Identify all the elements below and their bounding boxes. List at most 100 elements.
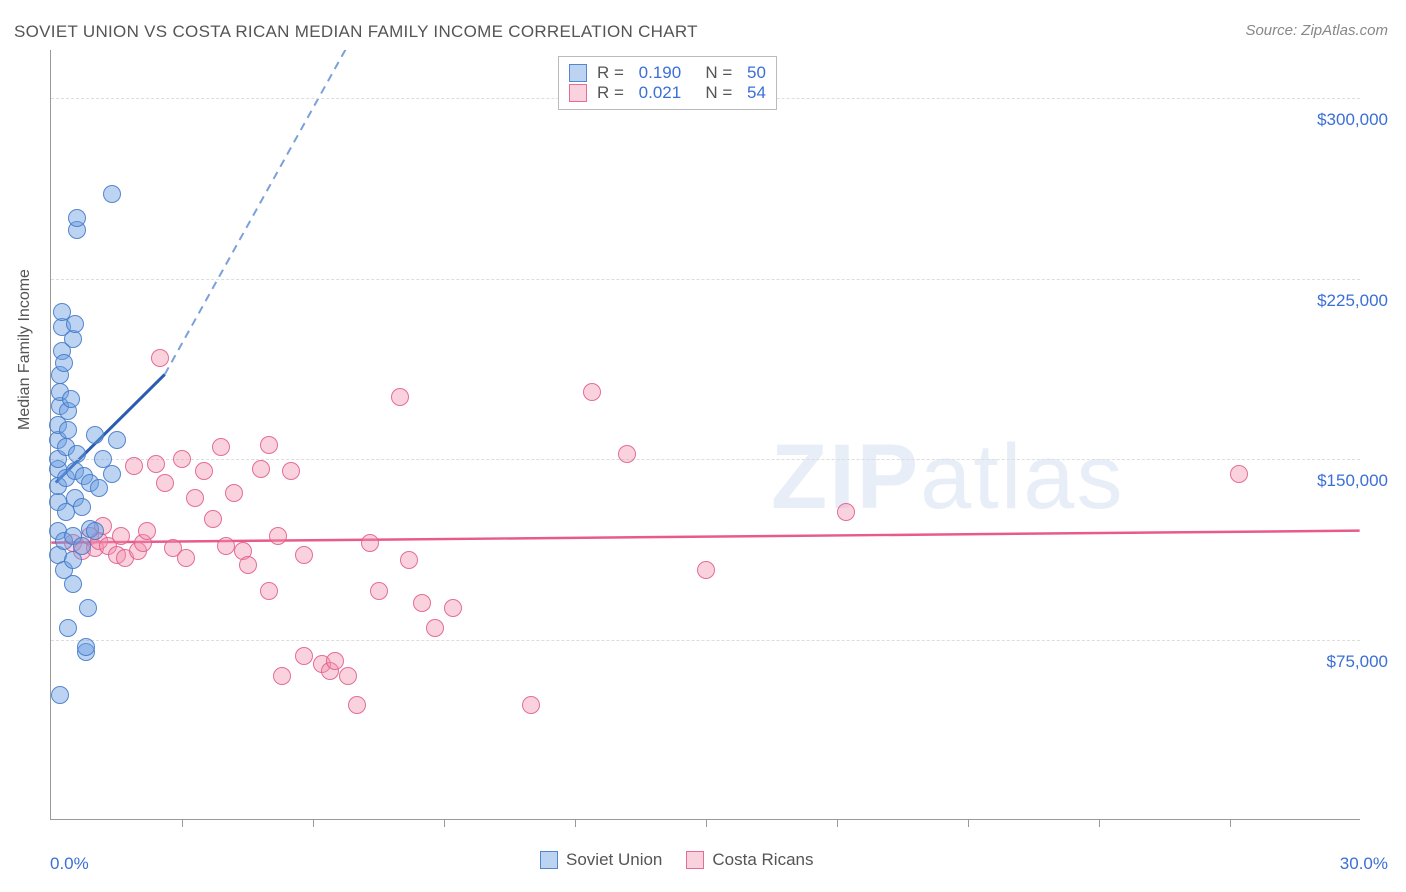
correlation-legend: R = 0.190 N = 50 R = 0.021 N = 54 <box>558 56 777 110</box>
legend-label: Costa Ricans <box>712 850 813 870</box>
data-point-blue <box>55 354 73 372</box>
data-point-pink <box>225 484 243 502</box>
n-value: 50 <box>747 63 766 83</box>
data-point-pink <box>217 537 235 555</box>
data-point-blue <box>51 686 69 704</box>
plot-area: ZIPatlas <box>50 50 1360 820</box>
data-point-pink <box>138 522 156 540</box>
data-point-blue <box>73 498 91 516</box>
watermark: ZIPatlas <box>771 425 1124 530</box>
x-tick <box>968 819 969 827</box>
data-point-blue <box>64 575 82 593</box>
data-point-pink <box>444 599 462 617</box>
chart-container: SOVIET UNION VS COSTA RICAN MEDIAN FAMIL… <box>0 0 1406 892</box>
legend-item-blue: Soviet Union <box>540 850 662 870</box>
data-point-blue <box>90 479 108 497</box>
y-tick-label: $300,000 <box>1317 110 1388 130</box>
data-point-pink <box>370 582 388 600</box>
data-point-pink <box>195 462 213 480</box>
data-point-pink <box>697 561 715 579</box>
x-tick <box>575 819 576 827</box>
data-point-pink <box>186 489 204 507</box>
legend-row-blue: R = 0.190 N = 50 <box>569 63 766 83</box>
data-point-pink <box>618 445 636 463</box>
data-point-pink <box>273 667 291 685</box>
y-tick-label: $75,000 <box>1327 652 1388 672</box>
gridline <box>51 459 1360 460</box>
watermark-atlas: atlas <box>920 426 1124 528</box>
data-point-pink <box>173 450 191 468</box>
data-point-pink <box>583 383 601 401</box>
x-tick <box>1230 819 1231 827</box>
data-point-blue <box>73 537 91 555</box>
swatch-pink-icon <box>569 84 587 102</box>
x-axis-max-label: 30.0% <box>1340 854 1388 874</box>
n-label: N = <box>691 63 737 83</box>
data-point-blue <box>103 465 121 483</box>
data-point-pink <box>269 527 287 545</box>
r-label: R = <box>597 83 629 103</box>
data-point-pink <box>348 696 366 714</box>
data-point-pink <box>426 619 444 637</box>
data-point-pink <box>260 436 278 454</box>
source-attribution: Source: ZipAtlas.com <box>1245 22 1388 39</box>
x-axis-min-label: 0.0% <box>50 854 89 874</box>
x-tick <box>837 819 838 827</box>
data-point-blue <box>86 426 104 444</box>
legend-row-pink: R = 0.021 N = 54 <box>569 83 766 103</box>
n-label: N = <box>691 83 737 103</box>
data-point-pink <box>339 667 357 685</box>
data-point-blue <box>59 619 77 637</box>
data-point-pink <box>239 556 257 574</box>
swatch-pink-icon <box>686 851 704 869</box>
data-point-pink <box>361 534 379 552</box>
data-point-pink <box>837 503 855 521</box>
data-point-pink <box>156 474 174 492</box>
x-tick <box>706 819 707 827</box>
data-point-pink <box>252 460 270 478</box>
x-tick <box>182 819 183 827</box>
data-point-pink <box>400 551 418 569</box>
legend-label: Soviet Union <box>566 850 662 870</box>
y-tick-label: $225,000 <box>1317 291 1388 311</box>
data-point-pink <box>204 510 222 528</box>
r-label: R = <box>597 63 629 83</box>
data-point-pink <box>177 549 195 567</box>
data-point-blue <box>68 209 86 227</box>
data-point-pink <box>147 455 165 473</box>
data-point-blue <box>62 390 80 408</box>
data-point-pink <box>326 652 344 670</box>
data-point-pink <box>522 696 540 714</box>
swatch-blue-icon <box>569 64 587 82</box>
gridline <box>51 640 1360 641</box>
x-tick <box>1099 819 1100 827</box>
data-point-pink <box>295 546 313 564</box>
x-tick <box>444 819 445 827</box>
data-point-pink <box>260 582 278 600</box>
data-point-blue <box>103 185 121 203</box>
x-tick <box>313 819 314 827</box>
data-point-pink <box>112 527 130 545</box>
data-point-pink <box>282 462 300 480</box>
r-value: 0.190 <box>639 63 682 83</box>
legend-item-pink: Costa Ricans <box>686 850 813 870</box>
y-tick-label: $150,000 <box>1317 471 1388 491</box>
data-point-blue <box>79 599 97 617</box>
data-point-blue <box>68 445 86 463</box>
data-point-pink <box>151 349 169 367</box>
data-point-blue <box>108 431 126 449</box>
series-legend: Soviet Union Costa Ricans <box>540 850 814 870</box>
n-value: 54 <box>747 83 766 103</box>
data-point-blue <box>66 315 84 333</box>
data-point-pink <box>391 388 409 406</box>
gridline <box>51 279 1360 280</box>
data-point-blue <box>59 421 77 439</box>
data-point-blue <box>77 638 95 656</box>
data-point-pink <box>295 647 313 665</box>
data-point-pink <box>125 457 143 475</box>
trend-line <box>51 531 1359 543</box>
y-axis-label: Median Family Income <box>16 269 34 430</box>
chart-title: SOVIET UNION VS COSTA RICAN MEDIAN FAMIL… <box>14 22 698 42</box>
r-value: 0.021 <box>639 83 682 103</box>
data-point-pink <box>212 438 230 456</box>
